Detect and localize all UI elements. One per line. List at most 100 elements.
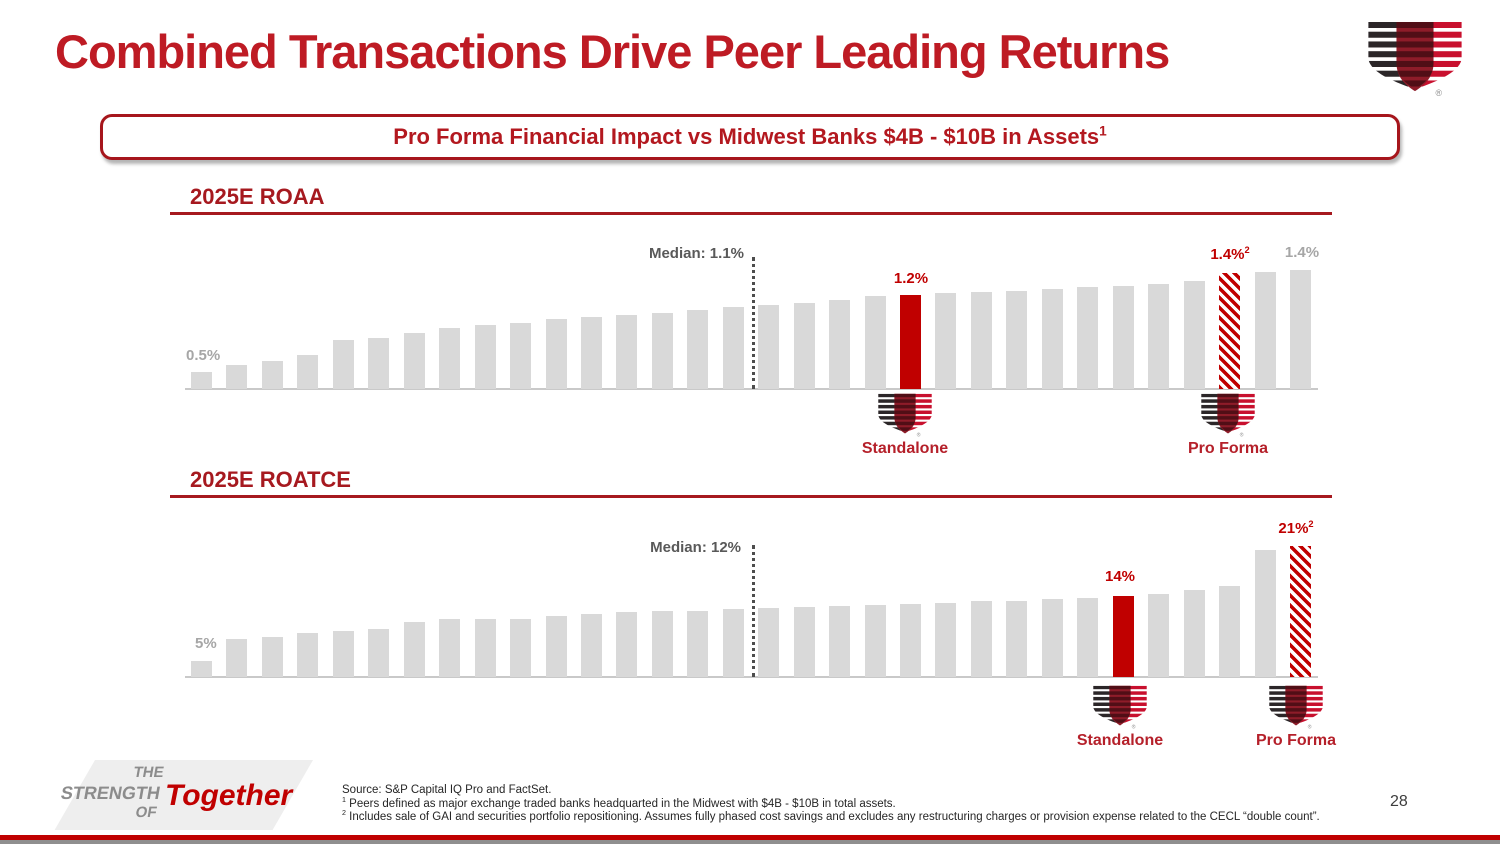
brand-strength-stack: THE STRENGTH OF <box>40 763 166 823</box>
company-shield-logo-icon: ® <box>1366 20 1464 98</box>
peer-bar <box>545 616 567 677</box>
banner-footnote-ref: 1 <box>1099 123 1107 139</box>
chart-roaa-title: 2025E ROAA <box>190 184 325 209</box>
peer-bar <box>580 317 602 389</box>
peer-bar <box>191 372 212 389</box>
peer-bar <box>510 619 532 677</box>
peer-bar <box>1254 272 1276 389</box>
footnote-2: 2 Includes sale of GAI and securities po… <box>342 810 1320 825</box>
source-footnotes: Source: S&P Capital IQ Pro and FactSet. … <box>342 784 1320 825</box>
proforma-caption: Pro Forma <box>1255 732 1336 749</box>
svg-text:®: ® <box>917 431 921 438</box>
peer-bar <box>297 355 319 389</box>
peer-bar <box>580 614 602 677</box>
peer-bar <box>722 609 744 677</box>
page-title: Combined Transactions Drive Peer Leading… <box>55 25 1170 78</box>
standalone-caption: Standalone <box>1076 732 1164 749</box>
chart-roatce-median-label: Median: 12% <box>650 539 741 556</box>
peer-bar <box>1183 281 1205 389</box>
chart-roaa-proforma-value-label: 1.4%2 <box>1190 245 1270 263</box>
chart-roatce-standalone-value-label: 14% <box>1104 568 1136 585</box>
chart-roatce-proforma-value-label: 21%2 <box>1256 519 1336 537</box>
footnote-2-text: Includes sale of GAI and securities port… <box>349 811 1320 823</box>
peer-bar <box>651 313 673 389</box>
standalone-caption: Standalone <box>861 440 949 457</box>
peer-bar <box>226 639 248 677</box>
peer-bar <box>1289 270 1311 389</box>
chart-roatce-median-line <box>752 545 755 677</box>
peer-bar <box>829 606 851 677</box>
peer-bar <box>616 612 638 677</box>
chart-roaa-plot-area: 0.5% Median: 1.1% 1.2% 1.4%2 1.4% <box>0 240 1500 390</box>
peer-bar <box>261 361 283 389</box>
peer-bar <box>687 310 709 389</box>
svg-text:®: ® <box>1435 88 1442 98</box>
peer-bar <box>1006 291 1028 389</box>
peer-bar <box>403 333 425 389</box>
chart-roatce-proforma-marker: ® Pro Forma <box>1231 684 1361 750</box>
peer-bar <box>864 605 886 677</box>
brand-line-of: OF <box>134 804 159 821</box>
peer-bar <box>297 633 319 677</box>
chart-roaa-median-line <box>752 257 755 389</box>
banner-label: Pro Forma Financial Impact vs Midwest Ba… <box>393 124 1100 149</box>
chart-roatce-x-axis <box>185 676 1318 678</box>
peer-bar <box>191 661 212 677</box>
peer-bar <box>226 365 248 389</box>
chart-roaa-standalone-value-label: 1.2% <box>893 270 929 287</box>
svg-text:®: ® <box>1240 431 1244 438</box>
peer-bar <box>935 603 957 677</box>
chart-roatce-standalone-marker: ® Standalone <box>1055 684 1185 750</box>
peer-bar <box>1077 598 1099 677</box>
brand-together-wordmark: Together <box>165 779 293 812</box>
peer-bar <box>368 338 390 389</box>
proforma-bar <box>1289 546 1311 677</box>
footnote-1-text: Peers defined as major exchange traded b… <box>349 797 896 810</box>
peer-bar <box>758 305 780 389</box>
peer-bar <box>1148 594 1170 677</box>
peer-bar <box>474 619 496 677</box>
peer-bar <box>1006 601 1028 677</box>
brand-line-strength: STRENGTH <box>59 783 162 803</box>
peer-bar <box>935 293 957 389</box>
chart-roaa-title-rule <box>170 212 1332 215</box>
svg-text:®: ® <box>1132 723 1136 730</box>
striped-shield-logo-icon: ® <box>877 392 933 438</box>
peer-bar <box>616 315 638 389</box>
proforma-footnote-ref: 2 <box>1308 519 1314 529</box>
bottom-edge <box>0 840 1500 844</box>
banner: Pro Forma Financial Impact vs Midwest Ba… <box>100 114 1400 160</box>
proforma-bar <box>1219 273 1241 389</box>
proforma-value: 21% <box>1278 520 1309 537</box>
peer-bar <box>1112 286 1134 389</box>
peer-bar <box>1077 287 1099 389</box>
footnote-1: 1 Peers defined as major exchange traded… <box>342 795 1320 812</box>
peer-bar <box>1148 284 1170 389</box>
peer-bar <box>474 325 496 389</box>
bottom-red-rule <box>0 835 1500 840</box>
peer-bar <box>864 296 886 389</box>
footnote-1-ref: 1 <box>342 795 346 804</box>
peer-bar <box>758 608 780 677</box>
peer-bar <box>793 303 815 389</box>
page-number: 28 <box>1390 793 1408 810</box>
brand-line-the: THE <box>132 764 166 781</box>
peer-bar <box>793 607 815 677</box>
chart-roatce-title-rule <box>170 495 1332 498</box>
peer-bar <box>1254 550 1276 677</box>
peer-bar <box>651 611 673 677</box>
peer-bar <box>510 323 532 389</box>
peer-bar <box>900 604 921 677</box>
peer-bar <box>970 601 992 677</box>
peer-bar <box>439 619 461 677</box>
peer-bar <box>545 319 567 389</box>
peer-bar <box>1219 586 1241 677</box>
standalone-bar <box>1112 596 1134 677</box>
peer-bar <box>403 622 425 677</box>
striped-shield-logo-icon: ® <box>1268 684 1324 730</box>
proforma-footnote-ref: 2 <box>1244 245 1250 255</box>
peer-bar <box>261 637 283 677</box>
banner-text: Pro Forma Financial Impact vs Midwest Ba… <box>393 124 1106 150</box>
chart-roaa-x-axis <box>185 388 1318 390</box>
